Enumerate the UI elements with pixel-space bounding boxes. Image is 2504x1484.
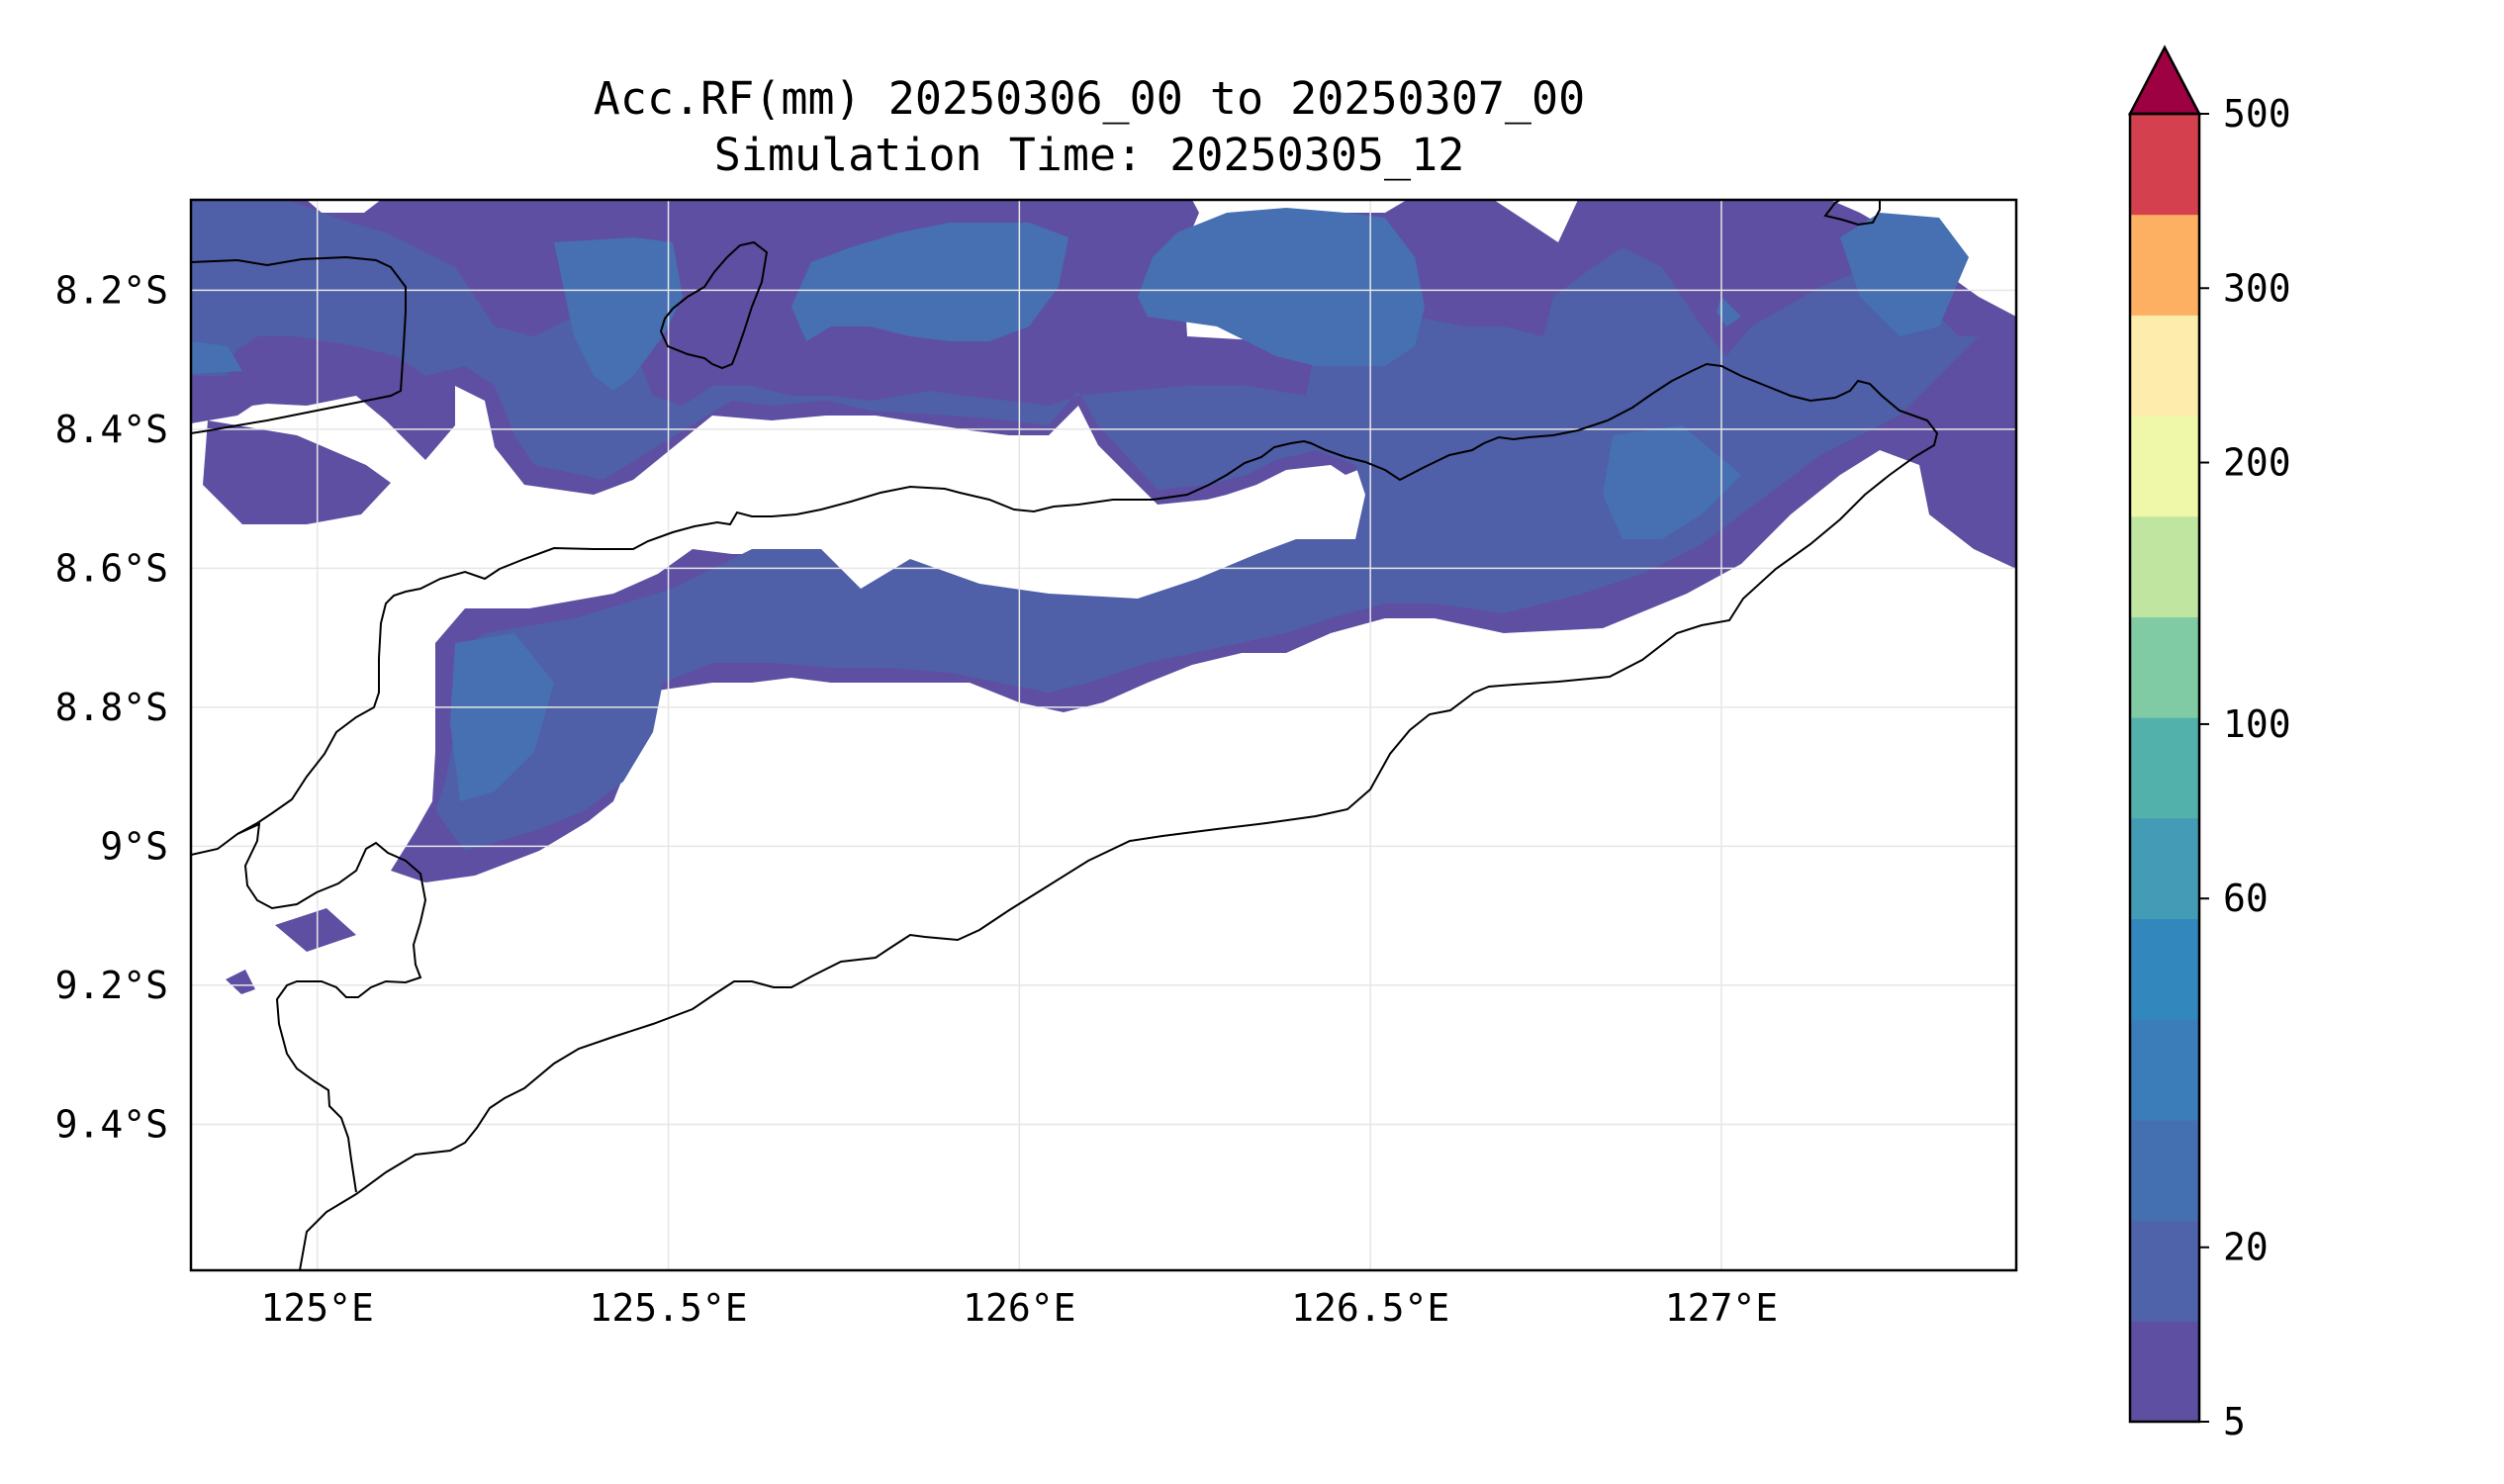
plot-area <box>191 200 2016 1270</box>
colorbar-tick-label: 20 <box>2223 1226 2269 1269</box>
colorbar-segment <box>2130 515 2199 617</box>
colorbar-tick-label: 60 <box>2223 877 2269 920</box>
y-tick-label: 9.2°S <box>55 964 168 1007</box>
colorbar-segment <box>2130 1019 2199 1121</box>
y-tick-label: 8.8°S <box>55 686 168 729</box>
colorbar-segment <box>2130 315 2199 417</box>
colorbar-segment <box>2130 214 2199 316</box>
colorbar-tick-label: 500 <box>2223 92 2291 136</box>
y-tick-label: 8.4°S <box>55 408 168 451</box>
colorbar-tick-label: 200 <box>2223 441 2291 485</box>
colorbar-tick-label: 100 <box>2223 702 2291 746</box>
x-tick-label: 125°E <box>261 1286 374 1330</box>
colorbar: 5 20 60 100 200 300 500 <box>2127 45 2291 1443</box>
colorbar-segment <box>2130 817 2199 920</box>
y-tick-label: 9°S <box>100 824 168 868</box>
colorbar-segment <box>2130 616 2199 718</box>
y-tick-label: 9.4°S <box>55 1102 168 1146</box>
colorbar-segment <box>2130 1220 2199 1322</box>
y-tick-label: 8.6°S <box>55 546 168 590</box>
x-tick-label: 125.5°E <box>589 1286 747 1330</box>
coastline <box>191 200 1939 1270</box>
x-tick-label: 126.5°E <box>1291 1286 1449 1330</box>
colorbar-tick-label: 300 <box>2223 266 2291 310</box>
x-tick-label: 126°E <box>963 1286 1075 1330</box>
chart-subtitle: Simulation Time: 20250305_12 <box>714 129 1465 181</box>
y-axis-ticks: 8.2°S 8.4°S 8.6°S 8.8°S 9°S 9.2°S 9.4°S <box>55 268 168 1146</box>
colorbar-segment <box>2130 1119 2199 1222</box>
colorbar-segment <box>2130 1321 2199 1423</box>
colorbar-extend-triangle <box>2127 45 2202 116</box>
colorbar-segment <box>2130 717 2199 819</box>
plot-frame <box>189 198 2018 1272</box>
y-tick-label: 8.2°S <box>55 268 168 312</box>
x-axis-ticks: 125°E 125.5°E 126°E 126.5°E 127°E <box>261 1286 1779 1330</box>
gridlines <box>191 200 2016 1270</box>
rainfall-level-20-30 <box>191 208 1969 801</box>
colorbar-tick-label: 5 <box>2223 1400 2246 1443</box>
chart-title: Acc.RF(mm) 20250306_00 to 20250307_00 <box>594 72 1585 125</box>
colorbar-segment <box>2130 918 2199 1020</box>
colorbar-frame <box>2128 112 2201 1424</box>
x-tick-label: 127°E <box>1665 1286 1778 1330</box>
colorbar-segment <box>2130 114 2199 216</box>
colorbar-segment <box>2130 416 2199 517</box>
